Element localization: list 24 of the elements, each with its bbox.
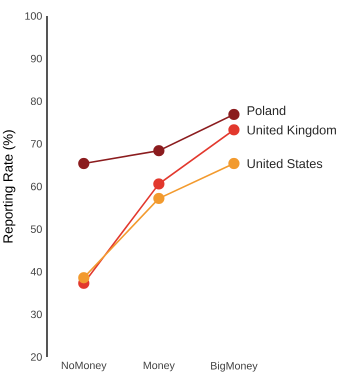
y-tick-label: 40 — [30, 268, 42, 276]
series-label: United States — [248, 158, 322, 168]
y-tick-label: 100 — [25, 12, 42, 20]
y-tick-label: 60 — [30, 182, 42, 190]
point — [228, 158, 240, 170]
y-tick-label: 80 — [30, 97, 42, 106]
point — [228, 124, 240, 136]
x-tick-label: NoMoney — [62, 362, 107, 372]
x-tick-label: Money — [144, 362, 175, 372]
point — [153, 178, 164, 190]
point — [228, 108, 240, 120]
y-tick-label: 70 — [30, 140, 42, 148]
point — [153, 145, 164, 156]
point — [78, 272, 90, 284]
y-tick-label: 90 — [30, 54, 42, 62]
y-tick-label: 20 — [30, 353, 42, 361]
y-tick-label: 30 — [30, 310, 42, 318]
series-label: United Kingdom — [248, 125, 336, 138]
series-label: Poland — [248, 106, 286, 116]
y-tick-label: 50 — [30, 225, 42, 233]
point — [153, 192, 164, 204]
point — [78, 158, 90, 170]
y-axis-title: Reporting Rate (%) — [2, 130, 16, 242]
x-tick-label: BigMoney — [211, 362, 258, 372]
